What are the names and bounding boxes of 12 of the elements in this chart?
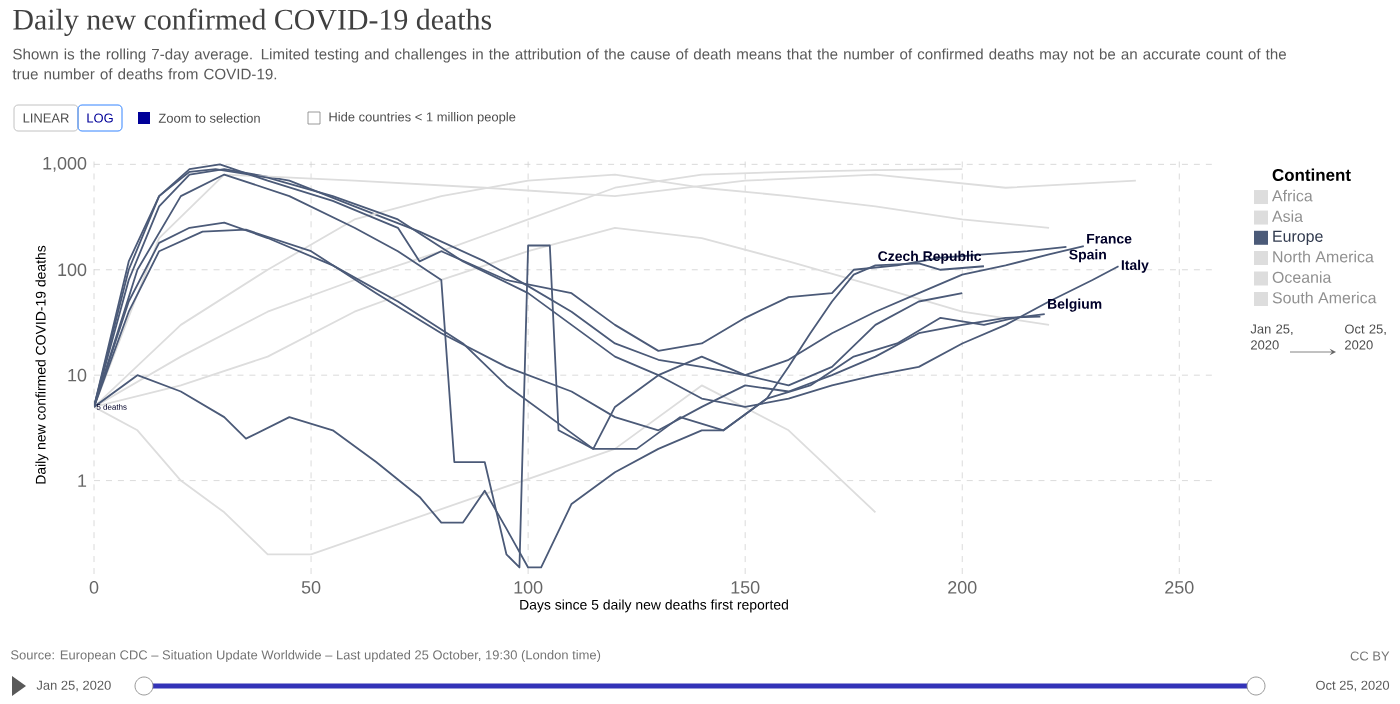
x-tick-label: 0 [89,581,99,594]
legend-title: Continent [1272,168,1351,181]
x-tick-label: 50 [301,581,321,594]
y-tick-label: 100 [58,263,87,277]
y-tick-label: 1,000 [43,156,87,172]
y-tick-label: 10 [68,368,87,382]
chart-title: Daily new confirmed COVID-19 deaths [13,8,492,36]
y-tick-label: 1 [78,474,87,487]
x-tick-label: 100 [514,581,543,594]
x-tick-label: 200 [948,581,977,594]
x-tick-label: 250 [1165,581,1194,594]
x-tick-label: 150 [731,581,760,594]
